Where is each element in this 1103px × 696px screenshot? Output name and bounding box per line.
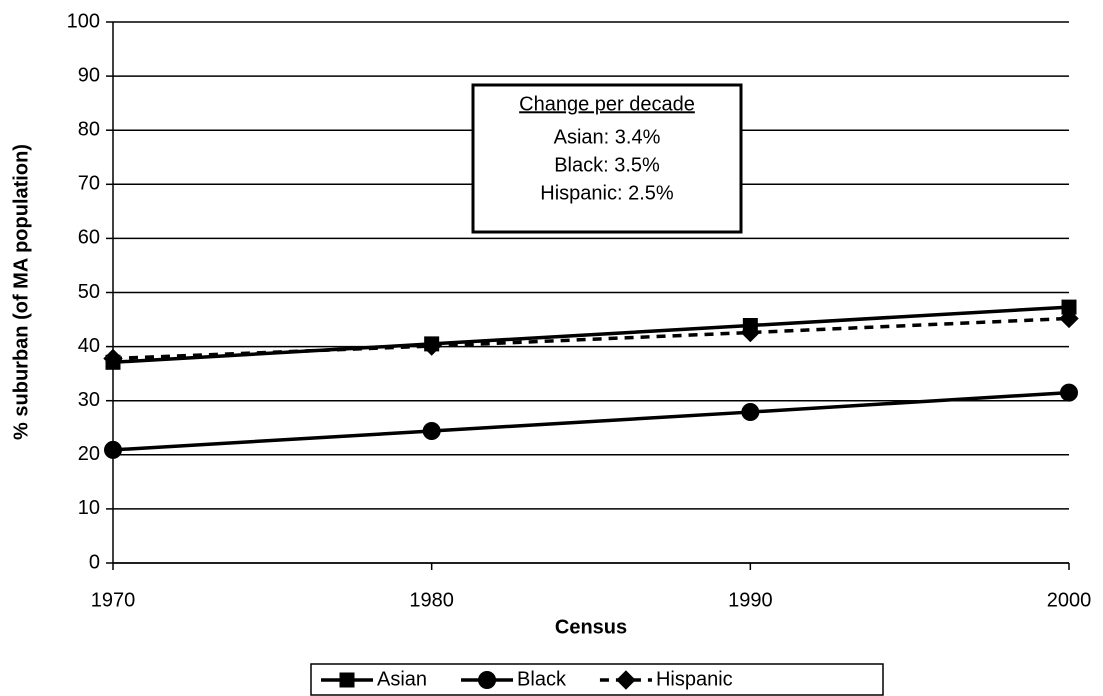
- legend-label: Asian: [377, 668, 427, 690]
- marker: [421, 336, 442, 356]
- x-axis-label: Census: [555, 616, 627, 638]
- y-tick-label: 50: [78, 281, 100, 303]
- y-tick-label: 80: [78, 118, 100, 140]
- x-tick-label: 2000: [1047, 589, 1092, 611]
- x-tick-label: 1970: [91, 589, 136, 611]
- marker: [616, 670, 636, 690]
- y-tick-label: 20: [78, 443, 100, 465]
- y-tick-label: 30: [78, 389, 100, 411]
- marker: [1059, 308, 1079, 329]
- y-tick-label: 100: [67, 10, 100, 32]
- y-tick-label: 0: [89, 551, 100, 573]
- marker: [103, 348, 123, 369]
- annotation-line: Hispanic: 2.5%: [540, 182, 674, 204]
- marker: [339, 672, 355, 688]
- series-line: [112, 305, 1070, 365]
- y-axis-label: % suburban (of MA population): [10, 144, 32, 440]
- marker: [1060, 383, 1078, 402]
- marker: [422, 421, 441, 440]
- y-tick-label: 40: [78, 335, 100, 357]
- legend-label: Black: [517, 668, 567, 690]
- annotation-line: Black: 3.5%: [554, 154, 660, 176]
- y-tick-label: 60: [78, 227, 100, 249]
- marker: [740, 322, 761, 343]
- y-tick-label: 10: [78, 497, 100, 519]
- legend-label: Hispanic: [656, 668, 733, 690]
- annotation-line: Asian: 3.4%: [554, 126, 661, 148]
- series-line: [112, 390, 1070, 452]
- y-tick-label: 90: [78, 64, 100, 86]
- legend: [310, 663, 884, 696]
- annotation-title: Change per decade: [519, 93, 695, 115]
- marker: [741, 403, 760, 422]
- x-tick-label: 1980: [409, 589, 454, 611]
- y-tick-label: 70: [78, 173, 100, 195]
- annotation-box: [471, 83, 743, 234]
- x-tick-label: 1990: [728, 589, 773, 611]
- marker: [104, 440, 122, 459]
- plot-area: 0 10 20 30 40 50 60 70 80 90 100 1970 1980 1990 2000: [67, 10, 1092, 611]
- marker: [478, 671, 497, 689]
